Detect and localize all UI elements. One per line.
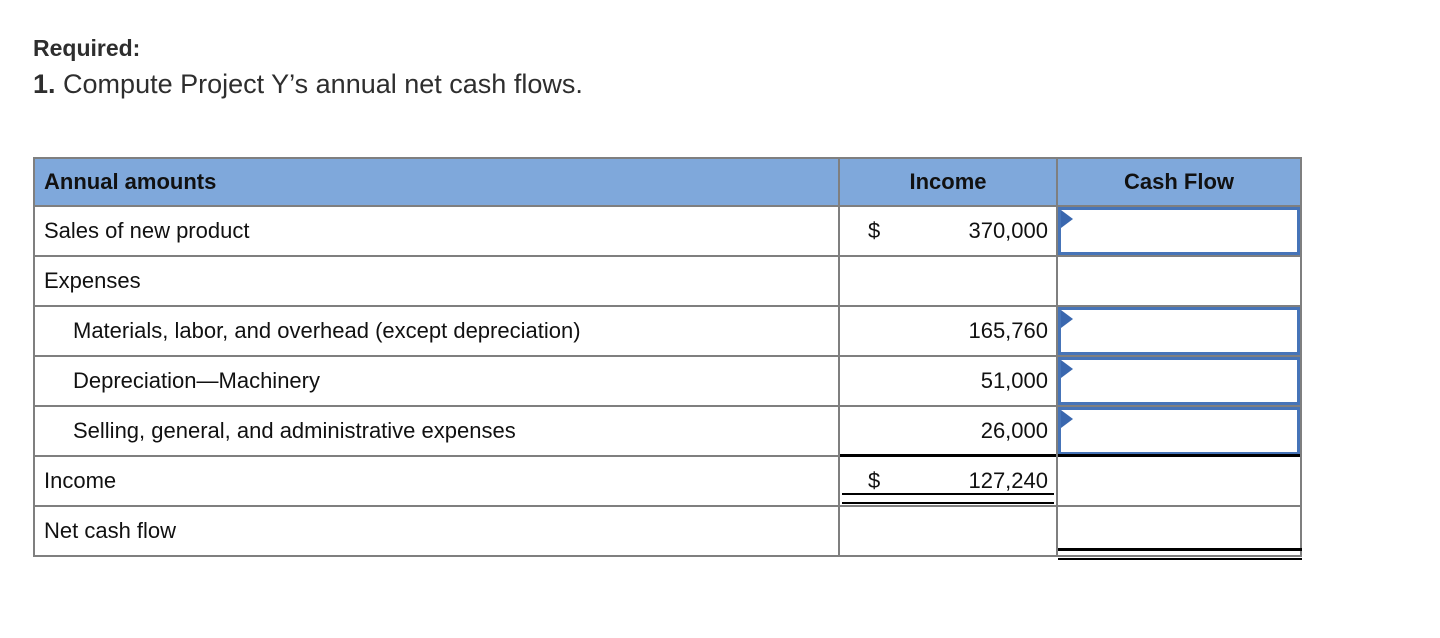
cash-flow-worksheet: Annual amounts Income Cash Flow Sales of… bbox=[33, 157, 1303, 561]
cash-flow-input-box[interactable] bbox=[1058, 307, 1300, 355]
header-income: Income bbox=[838, 157, 1058, 207]
required-heading: Required: bbox=[33, 35, 141, 61]
income-amount: 370,000 bbox=[968, 218, 1048, 243]
table-row-expenses: Expenses bbox=[33, 255, 1302, 307]
row-label-selling: Selling, general, and administrative exp… bbox=[33, 405, 840, 457]
cash-flow-input[interactable] bbox=[1061, 210, 1297, 252]
income-cell-sales: $ 370,000 bbox=[838, 205, 1058, 257]
cash-flow-cell-income bbox=[1056, 455, 1302, 507]
row-label-income: Income bbox=[33, 455, 840, 507]
row-label-net-cash-flow: Net cash flow bbox=[33, 505, 840, 557]
dollar-sign: $ bbox=[868, 468, 881, 493]
cash-flow-input-box[interactable] bbox=[1058, 357, 1300, 405]
task-text: 1. Compute Project Y’s annual net cash f… bbox=[33, 66, 583, 102]
table-row-net-cash-flow: Net cash flow bbox=[33, 505, 1303, 561]
table-row-income: Income $ 127,240 bbox=[33, 455, 1302, 507]
table-row-selling: Selling, general, and administrative exp… bbox=[33, 405, 1302, 458]
income-cell-expenses bbox=[838, 255, 1058, 307]
row-label-depreciation: Depreciation—Machinery bbox=[33, 355, 840, 407]
cash-flow-cell-depreciation bbox=[1056, 355, 1302, 407]
income-cell-depreciation: 51,000 bbox=[838, 355, 1058, 407]
row-label-expenses: Expenses bbox=[33, 255, 840, 307]
income-cell-selling: 26,000 bbox=[838, 405, 1058, 458]
cash-flow-input-box[interactable] bbox=[1058, 207, 1300, 255]
income-cell-income: $ 127,240 bbox=[838, 455, 1058, 507]
cash-flow-input[interactable] bbox=[1061, 360, 1297, 402]
task-description: Compute Project Y’s annual net cash flow… bbox=[63, 69, 583, 99]
row-label-materials: Materials, labor, and overhead (except d… bbox=[33, 305, 840, 357]
cash-flow-cell-net-cash-flow bbox=[1056, 505, 1303, 561]
dollar-sign: $ bbox=[868, 218, 881, 243]
cash-flow-cell-materials bbox=[1056, 305, 1302, 357]
table-row-materials: Materials, labor, and overhead (except d… bbox=[33, 305, 1302, 357]
table-row-sales: Sales of new product $ 370,000 bbox=[33, 205, 1302, 257]
cash-flow-input[interactable] bbox=[1061, 410, 1297, 452]
instructions-block: Required: 1. Compute Project Y’s annual … bbox=[33, 33, 583, 102]
header-cash-flow: Cash Flow bbox=[1056, 157, 1302, 207]
header-row: Annual amounts Income Cash Flow bbox=[33, 157, 1302, 207]
income-cell-net-cash-flow bbox=[838, 505, 1058, 557]
task-number: 1. bbox=[33, 69, 56, 99]
cash-flow-input-box[interactable] bbox=[1058, 407, 1300, 455]
cash-flow-cell-expenses bbox=[1056, 255, 1302, 307]
table-row-depreciation: Depreciation—Machinery 51,000 bbox=[33, 355, 1302, 407]
header-annual-amounts: Annual amounts bbox=[33, 157, 840, 207]
cash-flow-cell-sales bbox=[1056, 205, 1302, 257]
cash-flow-input[interactable] bbox=[1061, 310, 1297, 352]
income-cell-materials: 165,760 bbox=[838, 305, 1058, 357]
cash-flow-cell-selling bbox=[1056, 405, 1302, 458]
row-label-sales: Sales of new product bbox=[33, 205, 840, 257]
income-amount: 127,240 bbox=[968, 468, 1048, 493]
